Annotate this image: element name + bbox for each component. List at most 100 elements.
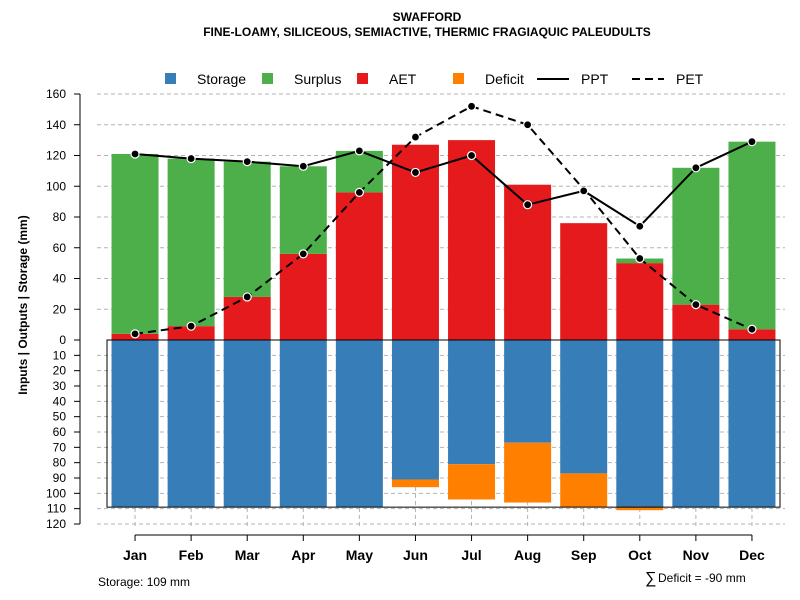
aet-bar	[223, 296, 271, 340]
y-tick-label: 90	[53, 471, 67, 485]
pet-point	[635, 253, 645, 264]
pet-point	[691, 300, 701, 310]
storage-bar	[504, 340, 552, 443]
surplus-bar	[111, 153, 159, 334]
surplus-bar	[672, 167, 720, 305]
ppt-point	[130, 149, 140, 159]
storage-bar	[279, 340, 327, 508]
y-tick-label: 60	[53, 241, 67, 255]
deficit-annotation: Deficit = -90 mm	[658, 571, 746, 585]
legend-swatch-storage	[165, 73, 176, 84]
y-tick-label: 80	[53, 456, 67, 470]
deficit-bar	[391, 479, 439, 488]
x-tick-label: Dec	[739, 547, 765, 563]
surplus-bar	[728, 141, 776, 330]
storage-bar	[111, 340, 159, 508]
y-tick-label: 160	[46, 87, 66, 101]
y-tick-label: 0	[59, 333, 66, 347]
x-tick-label: May	[346, 547, 373, 563]
aet-bar	[279, 253, 327, 340]
aet-bar	[167, 326, 215, 340]
y-tick-label: 100	[46, 486, 66, 500]
storage-capacity-outline	[106, 339, 781, 508]
y-tick-label: 40	[53, 394, 67, 408]
surplus-bar	[167, 158, 215, 327]
x-tick-label: Nov	[683, 547, 710, 563]
pet-line	[134, 105, 753, 335]
bars	[106, 140, 781, 511]
aet-bar	[672, 304, 720, 340]
legend: Storage Surplus AET Deficit PPT PET	[165, 71, 704, 87]
pet-point	[130, 329, 140, 339]
aet-bar	[335, 192, 383, 340]
legend-swatch-aet	[357, 73, 368, 84]
y-tick-label: 20	[53, 302, 67, 316]
x-tick-label: Jul	[461, 547, 481, 563]
storage-bar	[448, 340, 496, 465]
y-tick-label: 60	[53, 425, 67, 439]
chart-title: SWAFFORD	[393, 10, 462, 24]
ppt-point	[691, 163, 701, 173]
aet-bar	[391, 144, 439, 340]
deficit-sum-symbol: ∑	[645, 570, 656, 587]
legend-label-pet: PET	[676, 71, 704, 87]
x-tick-label: Mar	[235, 547, 260, 563]
x-tick-label: Oct	[628, 547, 652, 563]
y-tick-label: 120	[46, 517, 66, 531]
storage-bar	[167, 340, 215, 508]
x-tick-label: Feb	[179, 547, 204, 563]
y-tick-label: 70	[53, 440, 67, 454]
deficit-bar	[616, 507, 664, 511]
aet-bar	[448, 140, 496, 340]
ppt-point	[747, 137, 757, 147]
aet-bar	[616, 263, 664, 340]
storage-bar	[616, 340, 664, 508]
pet-point	[354, 187, 364, 197]
legend-label-ppt: PPT	[581, 71, 609, 87]
surplus-bar	[223, 161, 271, 297]
x-tick-label: Jun	[403, 547, 428, 563]
legend-label-storage: Storage	[197, 71, 246, 87]
storage-bar	[391, 340, 439, 480]
deficit-bar	[560, 473, 608, 508]
y-tick-label: 30	[53, 379, 67, 393]
storage-bar	[335, 340, 383, 508]
lines	[130, 101, 757, 339]
legend-swatch-surplus	[262, 73, 273, 84]
ppt-point	[298, 161, 308, 171]
storage-annotation: Storage: 109 mm	[98, 575, 190, 589]
legend-label-surplus: Surplus	[294, 71, 341, 87]
x-tick-label: Sep	[571, 547, 597, 563]
axes: 1601401201008060402001020304050607080901…	[46, 87, 765, 563]
ppt-point	[635, 221, 645, 231]
pet-point	[298, 249, 308, 259]
pet-point	[186, 321, 196, 331]
y-tick-label: 50	[53, 410, 67, 424]
legend-label-aet: AET	[389, 71, 417, 87]
ppt-point	[579, 186, 589, 196]
y-tick-label: 10	[53, 348, 67, 362]
storage-bar	[223, 340, 271, 508]
ppt-line	[134, 140, 753, 228]
ppt-point	[186, 153, 196, 164]
ppt-point	[354, 146, 364, 156]
legend-swatch-deficit	[453, 73, 464, 84]
surplus-bar	[279, 166, 327, 254]
y-tick-label: 20	[53, 364, 67, 378]
pet-point	[410, 132, 421, 142]
y-tick-label: 120	[46, 149, 66, 163]
y-tick-label: 140	[46, 118, 66, 132]
y-tick-label: 80	[53, 210, 67, 224]
y-axis-label: Inputs | Outputs | Storage (mm)	[16, 215, 30, 394]
ppt-point	[466, 150, 477, 161]
pet-point	[466, 101, 477, 111]
x-tick-label: Apr	[291, 547, 316, 563]
aet-bar	[560, 223, 608, 340]
x-tick-label: Aug	[514, 547, 541, 563]
y-tick-label: 40	[53, 272, 67, 286]
deficit-bar	[448, 464, 496, 500]
pet-point	[242, 292, 252, 302]
y-tick-label: 100	[46, 179, 66, 193]
storage-bar	[560, 340, 608, 474]
